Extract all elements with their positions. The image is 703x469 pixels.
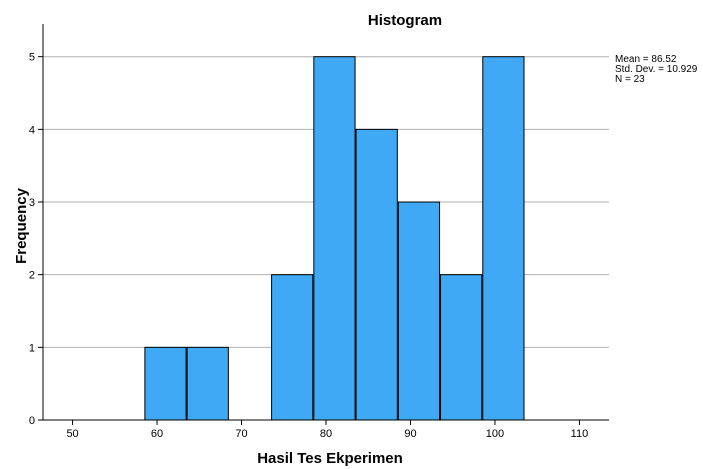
x-tick-label-90: 90: [404, 428, 416, 440]
histogram-bar-9: [482, 56, 525, 421]
histogram-bar-7: [397, 201, 441, 421]
stats-n: N = 23: [615, 74, 645, 85]
histogram-bar-6: [355, 128, 398, 421]
histogram-bar-8: [440, 274, 483, 421]
bars: [144, 56, 525, 421]
histogram-bar-4: [271, 274, 314, 421]
y-tick-label-5: 5: [29, 52, 35, 64]
x-axis-label: Hasil Tes Ekperimen: [257, 450, 403, 467]
histogram-bar-2: [186, 346, 229, 421]
x-ticks: 50 60 70 80 90 100 110: [66, 420, 588, 440]
y-tick-label-2: 2: [29, 270, 35, 282]
y-tick-label-3: 3: [29, 197, 35, 209]
x-tick-label-80: 80: [320, 428, 332, 440]
x-tick-label-50: 50: [66, 428, 78, 440]
x-tick-label-100: 100: [486, 428, 504, 440]
stats-mean: Mean = 86.52: [615, 54, 677, 65]
histogram-bar-1: [144, 346, 187, 421]
x-tick-label-70: 70: [235, 428, 247, 440]
x-tick-label-60: 60: [151, 428, 163, 440]
histogram-bar-5: [313, 56, 356, 421]
y-tick-label-0: 0: [29, 415, 35, 427]
y-tick-label-1: 1: [29, 342, 35, 354]
x-tick-label-110: 110: [571, 428, 589, 440]
chart-title: Histogram: [368, 12, 442, 29]
y-axis-label: Frequency: [13, 187, 30, 264]
y-ticks: 0 1 2 3 4 5: [29, 52, 43, 427]
y-tick-label-4: 4: [29, 124, 35, 136]
stats-std-dev: Std. Dev. = 10.929: [615, 64, 698, 75]
